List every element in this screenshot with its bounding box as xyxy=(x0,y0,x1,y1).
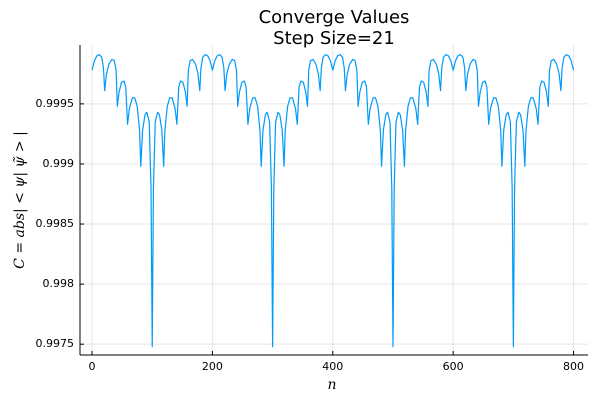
y-axis-label: C = abs| < ψ| ψ̃ > | xyxy=(12,131,28,269)
y-tick-label: 0.9995 xyxy=(36,97,75,110)
x-tick-label: 400 xyxy=(322,360,343,373)
y-tick-label: 0.9985 xyxy=(36,217,75,230)
y-tick-label: 0.9975 xyxy=(36,337,75,350)
x-tick-label: 0 xyxy=(89,360,96,373)
data-line xyxy=(91,54,575,348)
x-tick-label: 200 xyxy=(202,360,223,373)
x-tick-label: 600 xyxy=(443,360,464,373)
y-tick-label: 0.998 xyxy=(43,277,75,290)
chart-title: Converge Values xyxy=(259,7,410,28)
chart-subtitle: Step Size=21 xyxy=(273,28,395,49)
y-tick-label: 0.999 xyxy=(43,157,75,170)
x-tick-label: 800 xyxy=(563,360,584,373)
x-axis-label: n xyxy=(327,377,336,393)
